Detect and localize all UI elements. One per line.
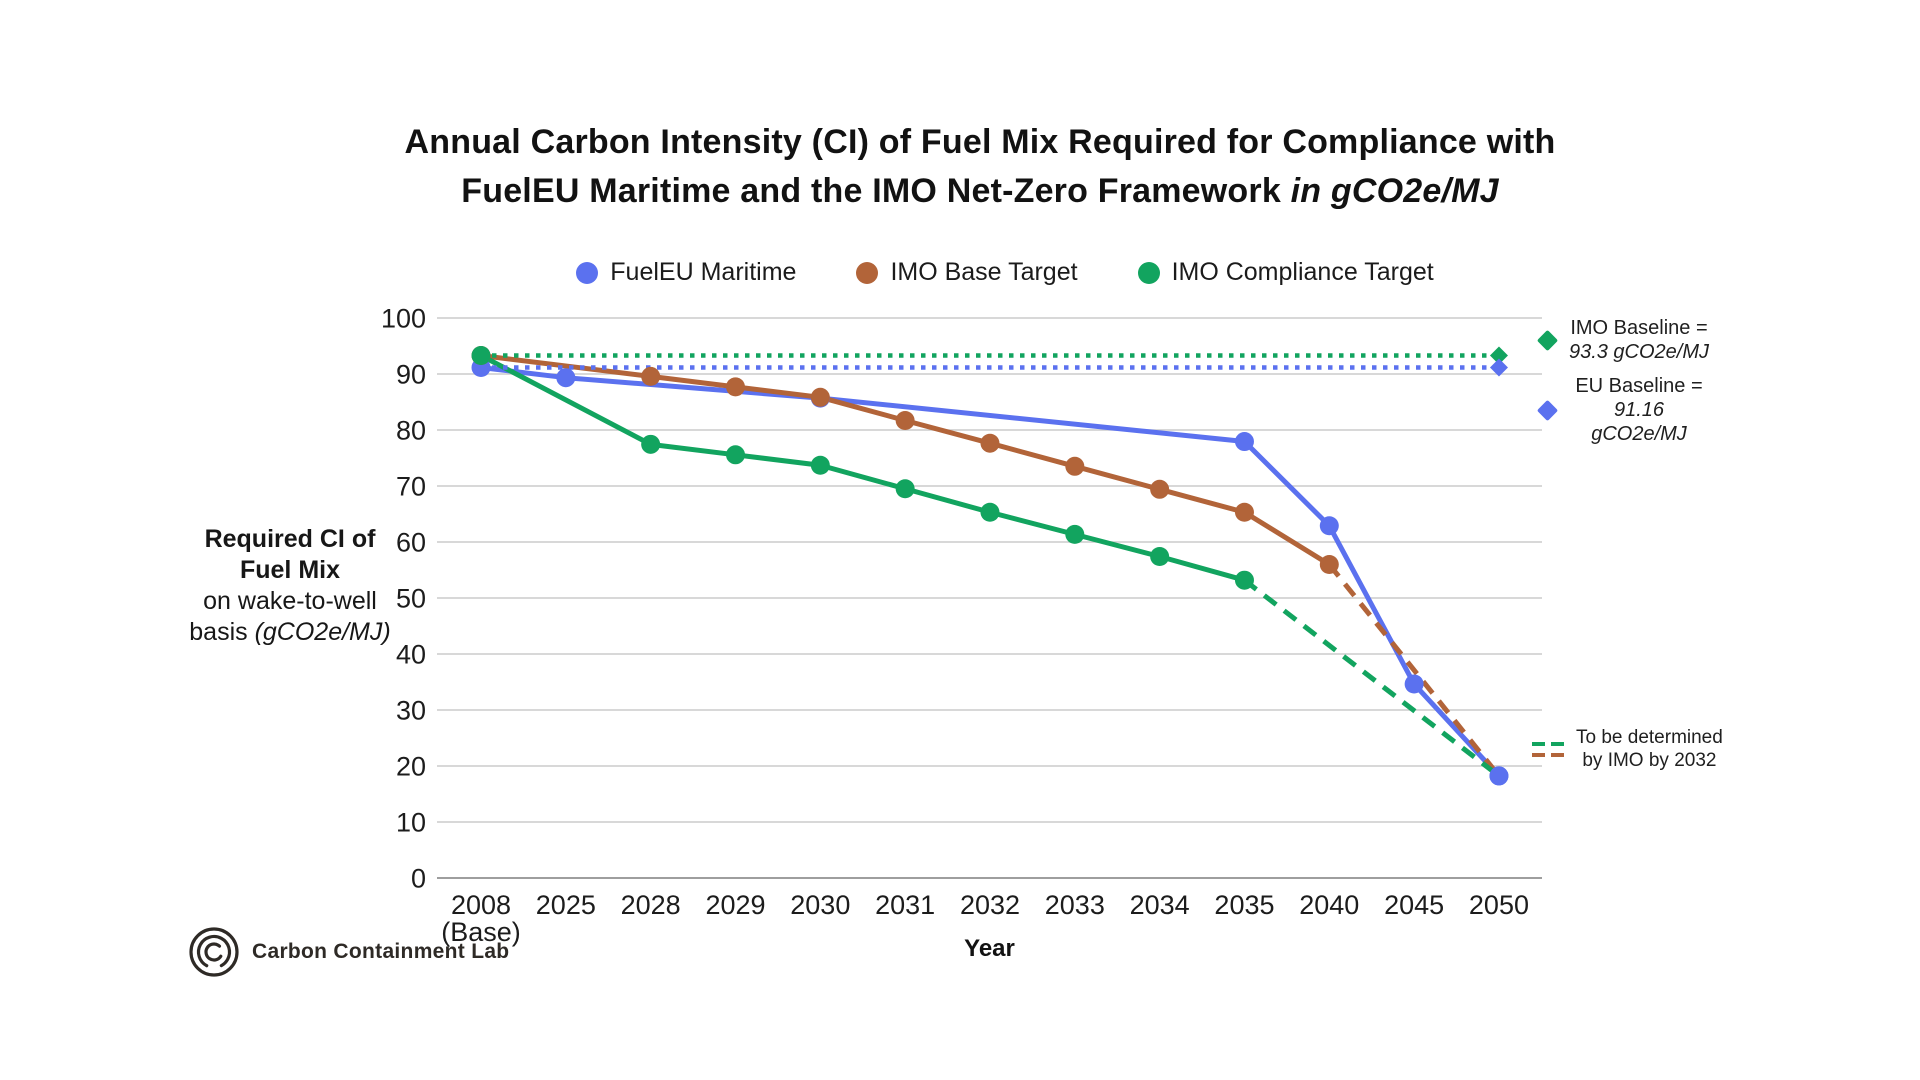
tbd-annotation: To be determined by IMO by 2032 — [1532, 726, 1723, 772]
y-tick-label: 10 — [396, 808, 426, 838]
data-point-marker — [810, 455, 830, 475]
x-tick-label: 2032 — [960, 890, 1020, 920]
y-tick-label: 30 — [396, 696, 426, 726]
legend-dot-green-icon — [1137, 261, 1160, 284]
data-point-marker — [556, 368, 576, 388]
x-tick-label: 2033 — [1045, 890, 1105, 920]
imo-baseline-value: 93.3 gCO2e/MJ — [1568, 341, 1710, 363]
data-point-marker — [980, 433, 1000, 453]
imo-baseline-annotation: IMO Baseline = 93.3 gCO2e/MJ — [1536, 316, 1714, 364]
green-diamond-icon — [1536, 329, 1559, 351]
data-point-marker — [725, 445, 745, 465]
x-tick-label: 2040 — [1299, 890, 1359, 920]
data-point-marker — [1404, 674, 1424, 694]
carbon-containment-lab-logo-icon — [189, 927, 239, 977]
y-axis-title: Required CI of Fuel Mix on wake-to-well … — [189, 525, 391, 646]
x-tick-label: 2025 — [536, 890, 596, 920]
tbd-line1: To be determined — [1576, 727, 1723, 748]
x-tick-label: 2034 — [1130, 890, 1190, 920]
chart-title-line2: FuelEU Maritime and the IMO Net-Zero Fra… — [461, 172, 1499, 210]
series-line-solid — [478, 353, 1247, 583]
imo-baseline-label: IMO Baseline = — [1570, 317, 1708, 339]
eu-baseline-value: 91.16 gCO2e/MJ — [1591, 399, 1687, 445]
legend-item-imo-compliance: IMO Compliance Target — [1137, 258, 1434, 287]
data-point-marker — [1065, 524, 1085, 544]
blue-diamond-icon — [1536, 399, 1559, 421]
data-point-marker — [641, 366, 661, 386]
x-tick-label: 2045 — [1384, 890, 1444, 920]
x-tick-label: 2030 — [790, 890, 850, 920]
data-point-marker — [1065, 456, 1085, 476]
legend-item-imo-base: IMO Base Target — [856, 258, 1078, 287]
legend-item-fueleu: FuelEU Maritime — [576, 258, 796, 287]
tbd-line2: by IMO by 2032 — [1582, 750, 1717, 771]
legend-label: IMO Base Target — [890, 258, 1078, 286]
brand-footer: Carbon Containment Lab — [188, 926, 509, 978]
legend-label: IMO Compliance Target — [1171, 258, 1434, 286]
data-point-marker-top — [1489, 766, 1509, 786]
legend-label: FuelEU Maritime — [610, 258, 797, 286]
data-point-marker — [1319, 555, 1339, 575]
x-tick-label: 2031 — [875, 890, 935, 920]
brown-dash-sample-icon — [1532, 752, 1564, 757]
x-tick-label: 2029 — [705, 890, 765, 920]
x-tick-label: 2008 — [451, 890, 511, 920]
baseline-diamond-marker — [1489, 346, 1508, 365]
data-point-marker — [725, 377, 745, 397]
eu-baseline-label: EU Baseline = — [1575, 375, 1703, 397]
y-tick-label: 90 — [396, 360, 426, 390]
y-tick-label: 0 — [411, 864, 426, 894]
y-tick-label: 50 — [396, 584, 426, 614]
series-line-solid — [478, 353, 1332, 568]
series-line-dashed — [1242, 578, 1501, 778]
y-tick-label: 80 — [396, 416, 426, 446]
series-line-dashed — [1327, 562, 1501, 778]
data-point-marker — [1150, 547, 1170, 567]
x-tick-label: (Base) — [441, 917, 521, 947]
green-dash-sample-icon — [1532, 741, 1564, 746]
chart-title-line1: Annual Carbon Intensity (CI) of Fuel Mix… — [404, 123, 1556, 161]
data-point-marker — [471, 346, 491, 366]
x-tick-label: 2035 — [1214, 890, 1274, 920]
chart-legend: FuelEU Maritime IMO Base Target IMO Comp… — [460, 258, 1550, 287]
x-tick-label: 2028 — [621, 890, 681, 920]
brand-name: Carbon Containment Lab — [252, 940, 510, 963]
x-axis-title: Year — [964, 935, 1015, 962]
data-point-marker — [895, 479, 915, 499]
legend-dot-blue-icon — [576, 261, 599, 284]
data-point-marker — [1150, 479, 1170, 499]
y-tick-label: 70 — [396, 472, 426, 502]
data-point-marker — [1234, 502, 1254, 522]
y-tick-label: 100 — [381, 304, 426, 334]
legend-dot-brown-icon — [856, 261, 879, 284]
y-tick-label: 40 — [396, 640, 426, 670]
eu-baseline-annotation: EU Baseline = 91.16 gCO2e/MJ — [1536, 374, 1714, 446]
y-tick-label: 60 — [396, 528, 426, 558]
chart-title: Annual Carbon Intensity (CI) of Fuel Mix… — [40, 118, 1920, 216]
data-point-marker — [810, 387, 830, 407]
baseline-diamond-marker — [1489, 358, 1508, 377]
data-point-marker — [1234, 570, 1254, 590]
series-line-solid — [478, 365, 1502, 779]
data-point-marker — [980, 502, 1000, 522]
data-point-marker — [895, 410, 915, 430]
data-point-marker — [641, 434, 661, 454]
y-tick-label: 20 — [396, 752, 426, 782]
data-point-marker — [1319, 516, 1339, 536]
data-point-marker — [1234, 432, 1254, 452]
x-tick-label: 2050 — [1469, 890, 1529, 920]
